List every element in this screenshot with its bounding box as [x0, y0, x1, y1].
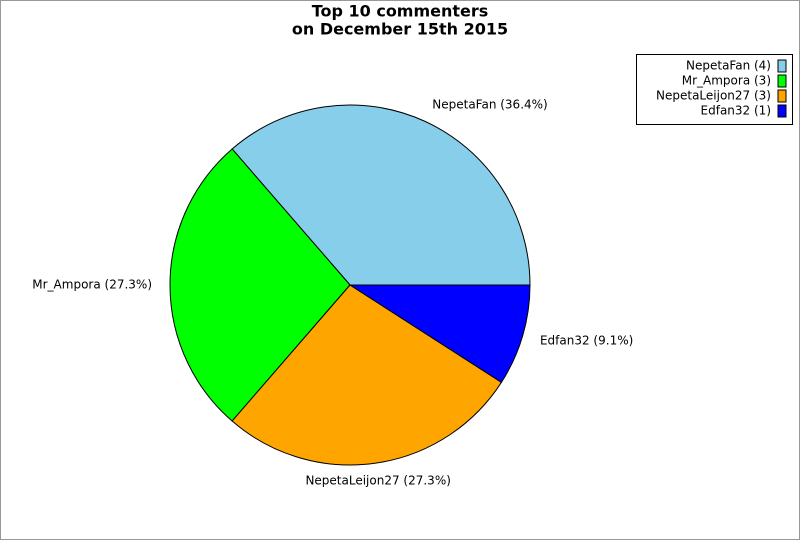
legend-box [636, 54, 793, 125]
legend-label: NepetaFan (4) [686, 59, 771, 73]
chart-title: on December 15th 2015 [292, 20, 508, 39]
legend-label: Edfan32 (1) [701, 104, 771, 118]
pie-slice [231, 104, 531, 286]
legend-label: Mr_Ampora (3) [682, 74, 771, 88]
legend-swatch [777, 74, 787, 88]
legend-swatch [777, 59, 787, 73]
slice-label: NepetaFan (36.4%) [432, 97, 547, 111]
pie-slice [348, 284, 531, 384]
chart-title: Top 10 commenters [312, 2, 489, 21]
legend-swatch [777, 104, 787, 118]
legend-label: NepetaLeijon27 (3) [656, 89, 771, 103]
pie-slice [169, 148, 351, 422]
legend-swatch [777, 89, 787, 103]
slice-label: Edfan32 (9.1%) [540, 333, 633, 347]
pie-slice [231, 284, 503, 466]
slice-label: Mr_Ampora (27.3%) [32, 278, 152, 292]
slice-label: NepetaLeijon27 (27.3%) [305, 473, 450, 487]
